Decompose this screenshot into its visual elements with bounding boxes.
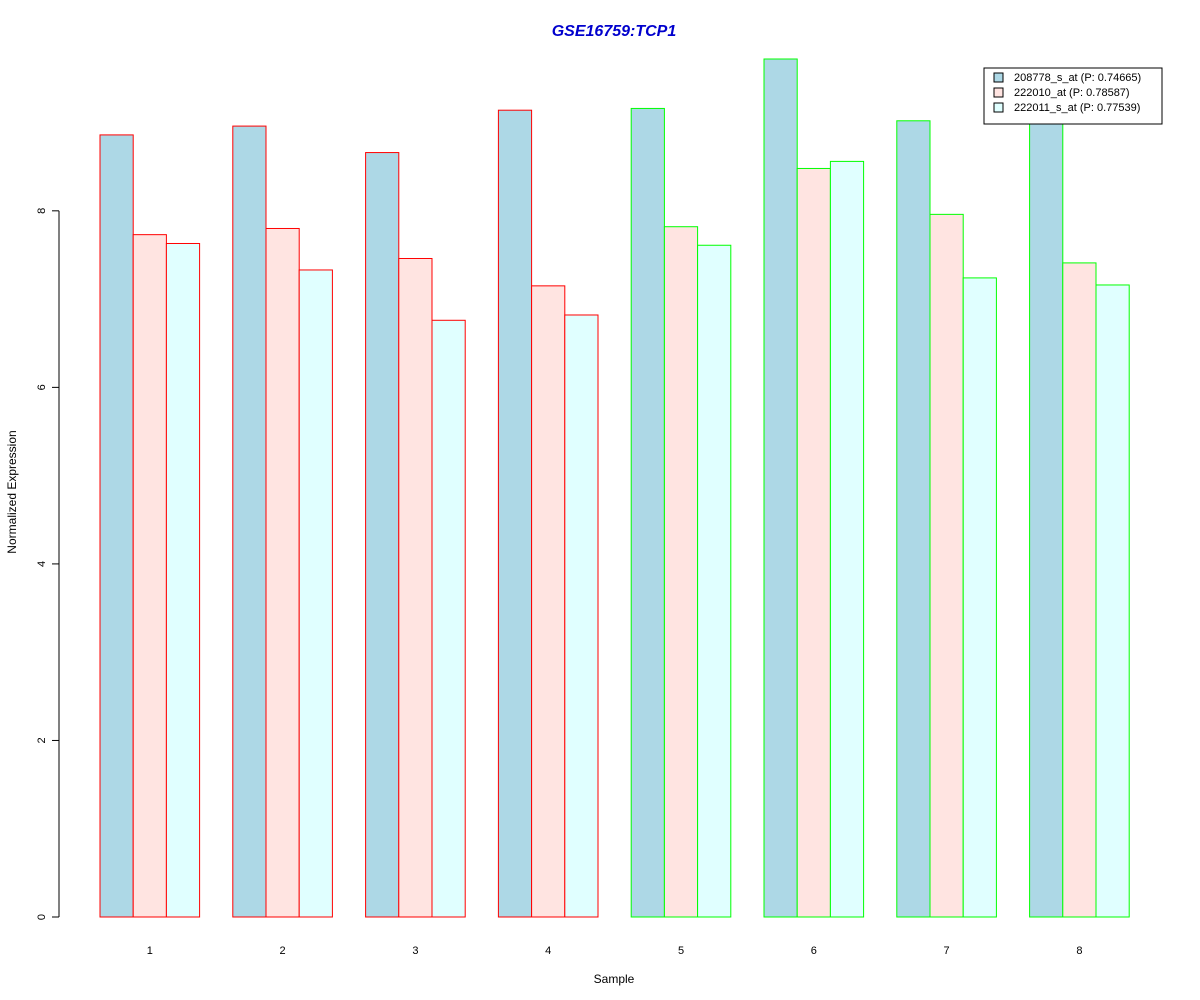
bars-layer xyxy=(99,58,1130,918)
bar-sample-8-series-3 xyxy=(1095,284,1130,918)
x-tick-label: 8 xyxy=(1076,945,1082,957)
x-tick-label: 6 xyxy=(811,945,817,957)
x-tick-label: 2 xyxy=(280,945,286,957)
legend-entry: 222010_at (P: 0.78587) xyxy=(1014,87,1130,99)
bar-sample-4-series-3 xyxy=(564,314,599,918)
y-axis: 0 2 4 6 8 xyxy=(36,208,60,920)
bar-sample-4-series-2 xyxy=(531,285,566,918)
x-tick-label: 4 xyxy=(545,945,551,957)
x-tick-label: 5 xyxy=(678,945,684,957)
legend-entry: 208778_s_at (P: 0.74665) xyxy=(1014,72,1141,84)
bar-sample-7-series-3 xyxy=(962,277,997,918)
x-tick-label: 3 xyxy=(412,945,418,957)
bar-sample-6-series-2 xyxy=(796,167,831,918)
x-axis-labels: 1 2 3 4 5 6 7 8 xyxy=(147,945,1083,957)
chart-title: GSE16759:TCP1 xyxy=(552,23,677,40)
legend: 208778_s_at (P: 0.74665) 222010_at (P: 0.… xyxy=(983,67,1163,125)
x-tick-label: 7 xyxy=(944,945,950,957)
bar-sample-5-series-2 xyxy=(663,226,699,918)
y-tick-label: 6 xyxy=(36,384,48,390)
bar-sample-3-series-3 xyxy=(431,319,466,918)
bar-sample-7-series-1 xyxy=(896,120,931,918)
y-tick-label: 0 xyxy=(36,914,48,920)
bar-sample-1-series-2 xyxy=(132,234,167,918)
x-tick-label: 1 xyxy=(147,945,153,957)
bar-sample-6-series-3 xyxy=(829,160,865,918)
bar-sample-7-series-2 xyxy=(929,213,964,918)
legend-swatch xyxy=(993,87,1004,98)
y-axis-title: Normalized Expression xyxy=(5,430,19,553)
bar-sample-6-series-1 xyxy=(763,58,798,918)
bar-sample-8-series-1 xyxy=(1029,120,1064,918)
bar-sample-1-series-1 xyxy=(99,134,134,918)
bar-sample-3-series-2 xyxy=(398,257,433,918)
bar-sample-5-series-3 xyxy=(697,244,732,918)
bar-sample-4-series-1 xyxy=(497,109,533,918)
bar-sample-2-series-2 xyxy=(265,227,300,918)
bar-sample-2-series-1 xyxy=(232,125,267,918)
y-tick-label: 4 xyxy=(36,561,48,567)
legend-box xyxy=(983,67,1163,125)
bar-sample-8-series-2 xyxy=(1062,262,1097,918)
bar-sample-1-series-3 xyxy=(165,242,201,918)
y-tick-label: 8 xyxy=(36,208,48,214)
x-axis-title: Sample xyxy=(594,972,635,986)
bar-sample-5-series-1 xyxy=(630,107,665,918)
bar-sample-3-series-1 xyxy=(365,152,400,918)
y-tick-label: 2 xyxy=(36,737,48,743)
bar-sample-2-series-3 xyxy=(298,269,333,918)
legend-swatch xyxy=(993,72,1004,83)
legend-entry: 222011_s_at (P: 0.77539) xyxy=(1014,102,1140,114)
legend-swatch xyxy=(993,102,1004,113)
